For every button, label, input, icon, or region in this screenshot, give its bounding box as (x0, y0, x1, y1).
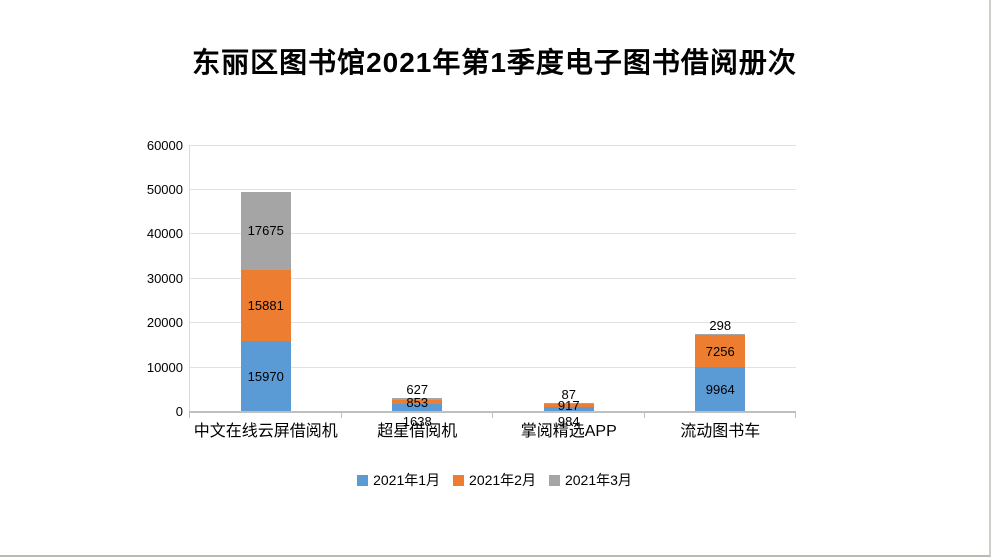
gridline (190, 366, 796, 368)
y-axis-label: 0 (175, 404, 183, 419)
data-label: 1638 (402, 413, 432, 429)
data-label: 9964 (705, 381, 735, 397)
legend-swatch (548, 474, 560, 486)
data-label: 17675 (247, 223, 284, 239)
legend-item: 2021年3月 (548, 470, 632, 490)
bar-segment (695, 367, 746, 412)
chart-title: 东丽区图书馆2021年第1季度电子图书借阅册次 (192, 47, 797, 78)
x-axis-tick (795, 412, 796, 418)
y-axis-line (189, 145, 190, 412)
data-label: 7256 (705, 343, 735, 359)
data-label: 984 (557, 413, 580, 429)
bar-segment (240, 270, 291, 341)
bar-segment (543, 403, 594, 408)
bar-segment (392, 400, 443, 405)
gridline (190, 144, 796, 146)
chart-legend: 2021年1月 2021年2月 2021年3月 (0, 470, 989, 490)
y-axis-label: 60000 (146, 137, 183, 153)
x-axis-tick (492, 412, 493, 418)
data-label: 298 (709, 317, 732, 333)
legend-item: 2021年2月 (453, 470, 536, 490)
x-axis-tick (340, 412, 342, 418)
category-label: 中文在线云屏借阅机 (193, 423, 338, 440)
bar-segment (695, 333, 746, 335)
bar-segment (392, 404, 443, 412)
gridline (190, 188, 796, 190)
legend-item: 2021年1月 (357, 470, 440, 490)
legend-label: 2021年2月 (469, 472, 536, 488)
y-axis-label: 40000 (146, 226, 183, 242)
y-axis-label: 50000 (146, 181, 183, 197)
x-axis-tick (643, 412, 645, 418)
gridline (190, 322, 796, 324)
x-axis-line (189, 410, 796, 413)
bar-segment (695, 335, 746, 368)
bar-segment (543, 407, 594, 412)
x-axis-tick (189, 412, 190, 418)
legend-swatch (357, 474, 369, 486)
bar-segment (240, 340, 291, 412)
category-label: 掌阅精选APP (520, 423, 617, 440)
data-label: 15970 (247, 368, 284, 384)
y-axis-label: 10000 (146, 359, 183, 375)
y-axis-label: 20000 (146, 315, 183, 331)
gridline (190, 233, 796, 235)
category-label: 超星借阅机 (377, 423, 458, 440)
legend-label: 2021年3月 (564, 472, 632, 488)
data-label: 627 (406, 381, 429, 397)
data-label: 87 (561, 386, 576, 402)
legend-label: 2021年1月 (373, 472, 441, 488)
data-label: 15881 (247, 297, 284, 313)
bar-segment (240, 191, 291, 271)
gridline (190, 277, 796, 279)
category-label: 流动图书车 (680, 423, 761, 440)
y-axis-label: 30000 (146, 270, 183, 286)
data-label: 917 (557, 397, 580, 413)
data-label: 853 (406, 394, 429, 410)
legend-swatch (453, 474, 465, 486)
bar-segment (392, 397, 443, 401)
